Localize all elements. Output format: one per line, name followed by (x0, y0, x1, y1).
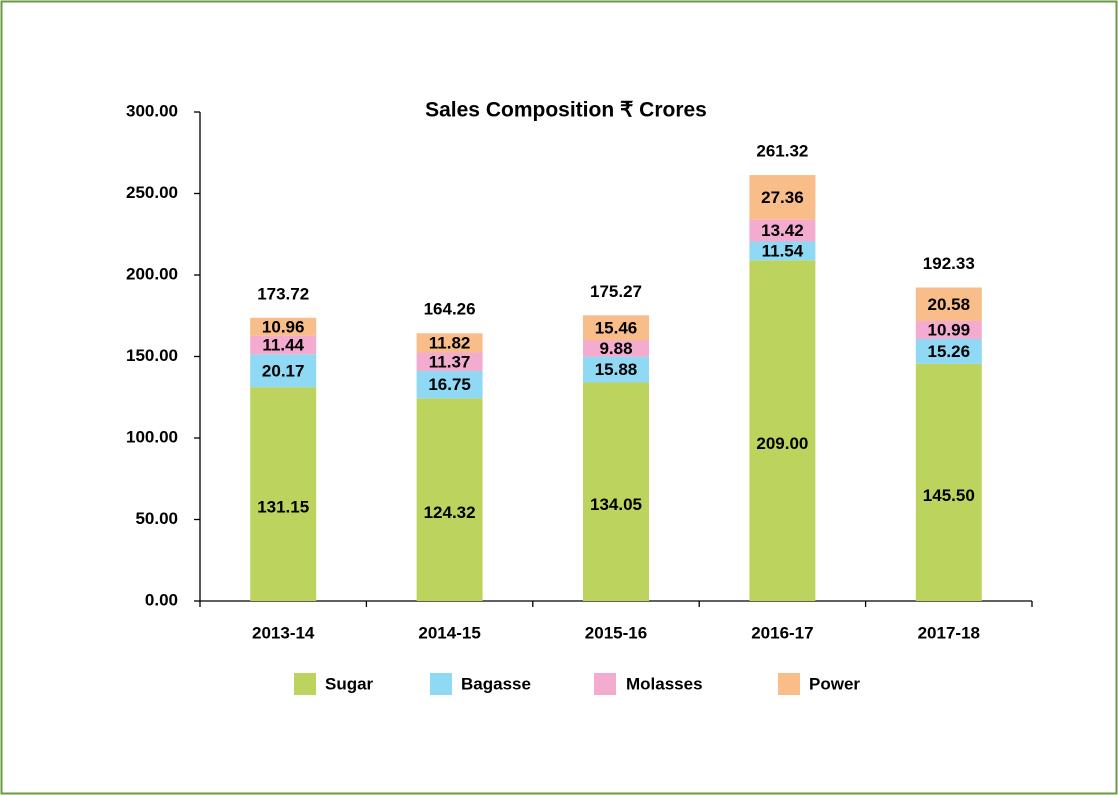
legend-swatch (430, 673, 452, 695)
x-tick-label: 2015-16 (585, 623, 647, 642)
legend-label: Power (809, 674, 860, 693)
value-label: 134.05 (590, 495, 642, 514)
value-label: 11.82 (429, 333, 471, 352)
y-tick-label: 100.00 (126, 427, 178, 446)
value-label: 13.42 (761, 221, 804, 240)
total-label: 192.33 (923, 254, 975, 273)
x-tick-label: 2014-15 (418, 623, 480, 642)
bar-segment (416, 333, 483, 353)
x-tick-label: 2013-14 (252, 623, 315, 642)
bar-segment (915, 363, 982, 601)
bar-segment (250, 354, 317, 388)
value-label: 11.44 (262, 336, 304, 355)
value-label: 11.54 (762, 241, 804, 260)
y-tick-label: 150.00 (126, 346, 178, 365)
value-label: 15.26 (928, 342, 971, 361)
value-label: 145.50 (923, 486, 975, 505)
bar-segment (416, 398, 483, 601)
bar-segment (915, 338, 982, 364)
value-label: 131.15 (257, 498, 309, 517)
value-label: 27.36 (761, 188, 804, 207)
value-label: 11.37 (429, 352, 471, 371)
value-label: 209.00 (756, 434, 808, 453)
legend-label: Bagasse (461, 674, 531, 693)
bar-segment (583, 356, 649, 383)
x-tick-label: 2016-17 (751, 623, 813, 642)
legend-swatch (294, 673, 316, 695)
value-label: 16.75 (428, 375, 471, 394)
bar-segment (915, 287, 982, 322)
y-tick-label: 50.00 (135, 509, 178, 528)
value-label: 124.32 (424, 503, 476, 522)
bar-segment (583, 340, 649, 357)
bar-segment (250, 317, 317, 336)
value-label: 20.58 (928, 295, 971, 314)
legend-swatch (778, 673, 800, 695)
value-label: 10.96 (262, 317, 305, 336)
chart-title: Sales Composition ₹ Crores (425, 99, 707, 122)
y-tick-label: 300.00 (126, 101, 178, 120)
bar-segment (749, 219, 816, 242)
total-label: 261.32 (756, 142, 808, 161)
value-label: 10.99 (928, 320, 971, 339)
legend-swatch (594, 673, 616, 695)
value-label: 20.17 (262, 361, 305, 380)
bar-segment (416, 352, 483, 372)
y-tick-label: 0.00 (145, 590, 178, 609)
value-label: 9.88 (599, 339, 632, 358)
y-tick-label: 250.00 (126, 183, 178, 202)
bar-segment (749, 175, 816, 220)
bar-segment (250, 387, 317, 601)
value-label: 15.88 (595, 360, 638, 379)
bar-segment (250, 335, 317, 355)
bar-segment (583, 382, 649, 601)
bar-segment (915, 321, 982, 339)
total-label: 173.72 (257, 284, 309, 303)
total-label: 175.27 (590, 282, 642, 301)
bar-segment (749, 241, 816, 261)
x-tick-label: 2017-18 (918, 623, 980, 642)
legend-label: Molasses (626, 674, 703, 693)
total-label: 164.26 (424, 300, 476, 319)
bar-segment (416, 371, 483, 399)
y-tick-label: 200.00 (126, 264, 178, 283)
value-label: 15.46 (595, 318, 638, 337)
bar-segment (583, 315, 649, 341)
bar-segment (749, 260, 816, 601)
legend-label: Sugar (325, 674, 374, 693)
